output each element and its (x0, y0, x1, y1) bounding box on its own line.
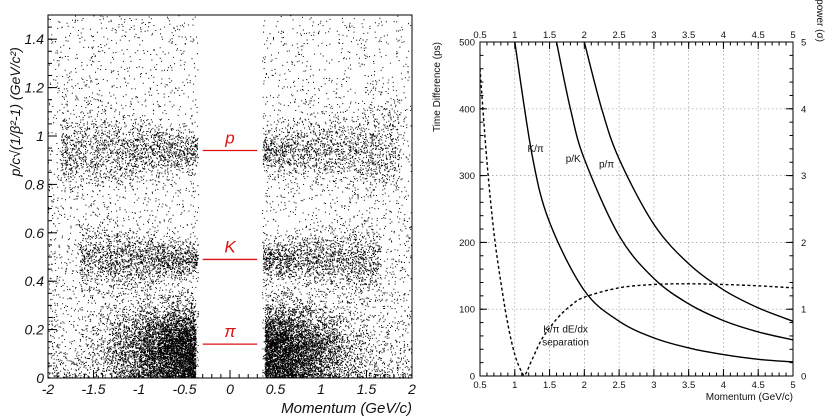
y-tick-label: 500 (459, 38, 475, 49)
x-tick-label: -2 (42, 381, 55, 397)
pid-scatter-panel: -2 -1.5 -1 -0.5 0 0.5 1 1.5 2 0 0.2 0.4 0.6 0.8 1 1.2 1.… (7, 14, 417, 417)
y-tick-label: 0 (470, 372, 475, 383)
y-tick-label: 1.2 (25, 80, 45, 96)
x-top-tick-label: 1.5 (543, 30, 556, 41)
x-tick-label: 3 (651, 380, 656, 391)
x-top-tick-label: 4.5 (752, 30, 765, 41)
curve-dedx-separation (480, 68, 793, 376)
pid-scatter-chart: -2 -1.5 -1 -0.5 0 0.5 1 1.5 2 0 0.2 0.4 0.6 0.8 1 1.2 1.… (7, 14, 417, 417)
x-tick-label: 1.5 (357, 381, 377, 397)
x-tick-label: 2.5 (613, 380, 626, 391)
x-tick-label: 0.5 (473, 380, 486, 391)
band-marker-label: p (224, 129, 234, 148)
y-right-tick-label: 0 (801, 372, 806, 383)
time-difference-chart: 0.50.5111.51.5222.52.5333.53.5444.54.555… (420, 0, 831, 420)
x-tick-label: -0.5 (172, 381, 196, 397)
label-p-k: p/K (566, 154, 581, 165)
y-right-tick-label: 5 (801, 38, 806, 49)
y-right-tick-label: 3 (801, 171, 806, 182)
y-right-tick-label: 2 (801, 238, 806, 249)
x-top-tick-label: 3 (651, 30, 656, 41)
y-axis-label: p/c√(1/β²-1) (GeV/c²) (7, 47, 23, 177)
label-dedx-separation: K/π dE/dx separation (542, 325, 589, 349)
x-tick-label: 1.5 (543, 380, 556, 391)
x-tick-label: 2 (582, 380, 587, 391)
x-tick-label: -1 (133, 381, 145, 397)
band-marker-label: K (224, 237, 236, 256)
y-tick-label: 200 (459, 238, 475, 249)
y-tick-label: 1.4 (25, 31, 45, 47)
y-tick-label: 0.4 (25, 273, 45, 289)
x-top-tick-label: 4 (721, 30, 726, 41)
x-tick-label: 3.5 (682, 380, 695, 391)
right-background (420, 0, 831, 420)
y-tick-label: 400 (459, 104, 475, 115)
x-tick-label: 0 (226, 381, 234, 397)
x-tick-label: 1 (317, 381, 325, 397)
label-dedx-line: K/π dE/dx (543, 325, 588, 336)
x-top-tick-label: 2.5 (613, 30, 626, 41)
time-difference-panel: 0.5 0.5 1 1 1.5 1.5 2 2 2.5 2.5 3 3 3.5 3.5 4 4 4.5 4.5 5 5… (420, 0, 831, 420)
label-k-pi: K/π (527, 144, 543, 155)
curves (480, 42, 793, 376)
x-tick-label: 4 (721, 380, 726, 391)
x-top-tick-label: 2 (582, 30, 587, 41)
x-top-tick-label: 0.5 (473, 30, 486, 41)
right-plot-frame (479, 41, 794, 377)
x-tick-label: 4.5 (752, 380, 765, 391)
y-tick-label: 0 (36, 370, 44, 386)
y-right-tick-label: 1 (801, 305, 806, 316)
y-tick-label: 100 (459, 305, 475, 316)
x-tick-label: 0.5 (266, 381, 286, 397)
x-tick-label: -1.5 (81, 381, 105, 397)
y-tick-label: 0.8 (25, 176, 45, 192)
x-tick-label: 2 (407, 381, 416, 397)
x-top-tick-label: 3.5 (682, 30, 695, 41)
x-tick-label: 5 (790, 380, 795, 391)
label-dedx-line: separation (542, 338, 589, 349)
y-tick-label: 1 (36, 128, 44, 144)
curve-k-pi (514, 42, 793, 363)
curve-p-pi (583, 42, 793, 322)
y-tick-label: 0.6 (25, 225, 45, 241)
x-top-tick-label: 1 (512, 30, 517, 41)
curve-p-k (555, 42, 793, 341)
y-right-tick-label: 4 (801, 104, 806, 115)
y-tick-label: 300 (459, 171, 475, 182)
band-marker-label: π (224, 322, 236, 341)
y-right-axis-label: Separation power (σ) (814, 0, 825, 42)
x-axis-label: Momentum (GeV/c) (706, 392, 793, 403)
x-tick-label: 1 (512, 380, 517, 391)
y-tick-label: 0.2 (25, 322, 45, 338)
x-top-tick-label: 5 (790, 30, 795, 41)
x-axis-label: Momentum (GeV/c) (281, 400, 412, 417)
label-p-pi: p/π (599, 160, 614, 171)
y-axis-label: Time Difference (ps) (432, 42, 443, 132)
